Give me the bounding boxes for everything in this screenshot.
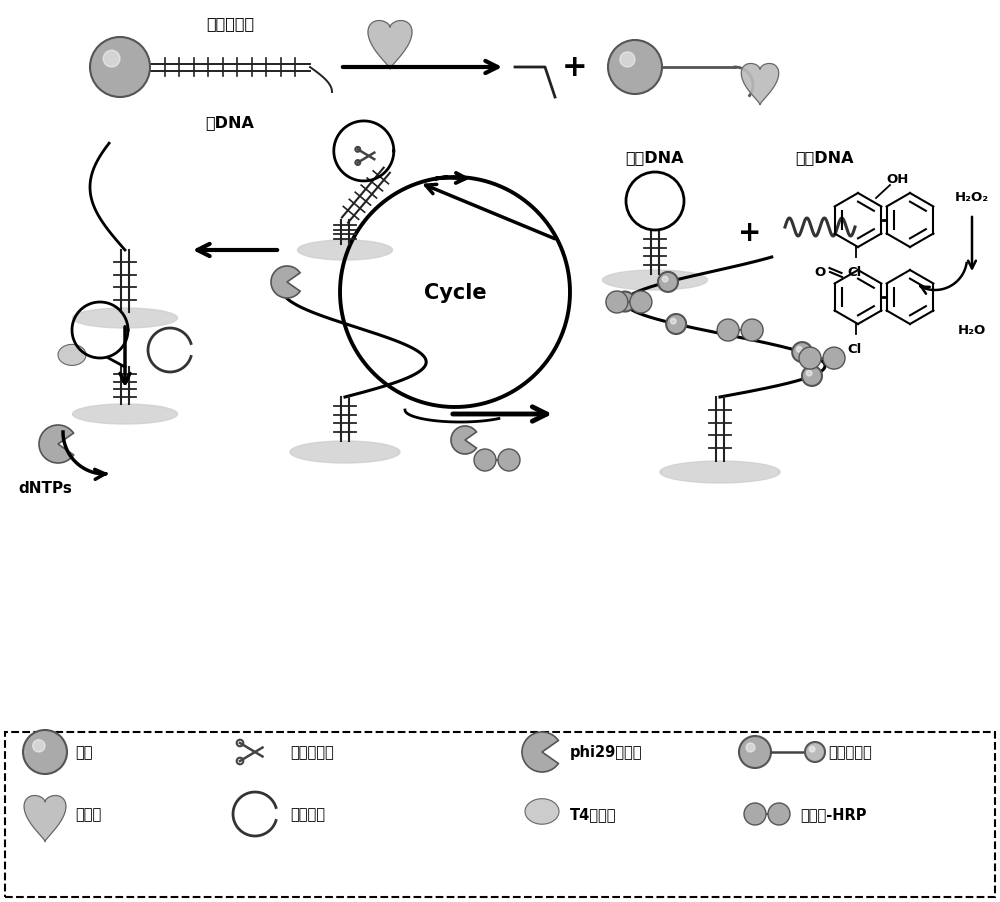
- Circle shape: [823, 348, 845, 370]
- Text: +: +: [738, 219, 762, 247]
- Text: T4连接酶: T4连接酶: [570, 806, 616, 822]
- Text: 发卡DNA: 发卡DNA: [626, 150, 684, 165]
- Polygon shape: [58, 345, 86, 366]
- Text: 溶菌酶适体: 溶菌酶适体: [206, 16, 254, 31]
- Circle shape: [805, 742, 825, 762]
- Circle shape: [799, 348, 821, 370]
- Text: dNTPs: dNTPs: [18, 481, 72, 495]
- Circle shape: [739, 736, 771, 769]
- Circle shape: [806, 371, 812, 376]
- Circle shape: [630, 291, 652, 314]
- Text: 助理DNA: 助理DNA: [796, 150, 854, 165]
- Text: H₂O: H₂O: [958, 324, 986, 337]
- Circle shape: [615, 292, 635, 312]
- Wedge shape: [522, 732, 558, 772]
- Circle shape: [33, 740, 45, 752]
- Circle shape: [792, 343, 812, 363]
- Circle shape: [474, 449, 496, 472]
- Circle shape: [606, 291, 628, 314]
- Circle shape: [797, 347, 802, 353]
- Circle shape: [90, 38, 150, 98]
- Text: 锁扣探针: 锁扣探针: [290, 806, 325, 822]
- Ellipse shape: [660, 462, 780, 483]
- Polygon shape: [525, 799, 559, 824]
- Text: Cl: Cl: [847, 343, 861, 355]
- Ellipse shape: [602, 271, 708, 290]
- Text: 亲和素-HRP: 亲和素-HRP: [800, 806, 866, 822]
- Circle shape: [809, 747, 815, 752]
- Ellipse shape: [298, 241, 392, 261]
- Polygon shape: [741, 64, 779, 106]
- Circle shape: [741, 319, 763, 342]
- Circle shape: [671, 319, 676, 325]
- Circle shape: [802, 366, 822, 387]
- Polygon shape: [368, 22, 412, 70]
- Wedge shape: [271, 267, 300, 299]
- Text: H₂O₂: H₂O₂: [955, 191, 989, 204]
- Circle shape: [666, 315, 686, 335]
- Text: 核酸内切酶: 核酸内切酶: [290, 745, 334, 759]
- Circle shape: [608, 41, 662, 95]
- Circle shape: [746, 743, 755, 752]
- Text: 磁珠: 磁珠: [75, 745, 92, 759]
- Circle shape: [103, 51, 120, 68]
- Circle shape: [744, 803, 766, 825]
- Ellipse shape: [72, 405, 178, 425]
- Circle shape: [662, 277, 668, 282]
- Text: 生物素探针: 生物素探针: [828, 745, 872, 759]
- Wedge shape: [39, 426, 74, 464]
- Text: 溶菌酶: 溶菌酶: [75, 806, 101, 822]
- Ellipse shape: [72, 308, 178, 328]
- Circle shape: [717, 319, 739, 342]
- Polygon shape: [24, 796, 66, 842]
- Text: phi29聚合酶: phi29聚合酶: [570, 745, 642, 759]
- Text: Cycle: Cycle: [424, 282, 486, 303]
- Circle shape: [658, 272, 678, 292]
- Text: Cl: Cl: [847, 266, 861, 279]
- Text: +: +: [562, 53, 588, 82]
- Circle shape: [620, 53, 635, 68]
- Circle shape: [498, 449, 520, 472]
- Text: O: O: [814, 266, 826, 280]
- Circle shape: [768, 803, 790, 825]
- Circle shape: [23, 731, 67, 774]
- Circle shape: [619, 297, 625, 302]
- Ellipse shape: [290, 441, 400, 464]
- Wedge shape: [451, 427, 476, 455]
- Text: 主DNA: 主DNA: [206, 115, 254, 130]
- Text: OH: OH: [886, 173, 908, 186]
